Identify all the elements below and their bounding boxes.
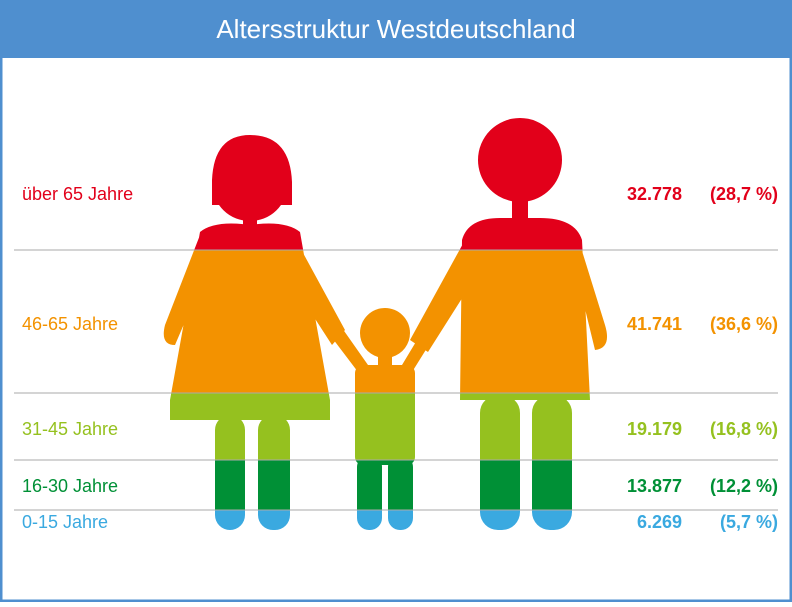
title: Altersstruktur Westdeutschland [216,14,575,44]
share: (12,2 %) [710,476,778,496]
infographic: Altersstruktur Westdeutschland über 65 J… [0,0,792,602]
share: (28,7 %) [710,184,778,204]
age-label: über 65 Jahre [22,184,133,204]
count: 41.741 [627,314,682,334]
count: 13.877 [627,476,682,496]
age-label: 0-15 Jahre [22,512,108,532]
share: (16,8 %) [710,419,778,439]
share: (36,6 %) [710,314,778,334]
age-label: 46-65 Jahre [22,314,118,334]
age-label: 31-45 Jahre [22,419,118,439]
count: 19.179 [627,419,682,439]
share: (5,7 %) [720,512,778,532]
count: 6.269 [637,512,682,532]
age-label: 16-30 Jahre [22,476,118,496]
count: 32.778 [627,184,682,204]
